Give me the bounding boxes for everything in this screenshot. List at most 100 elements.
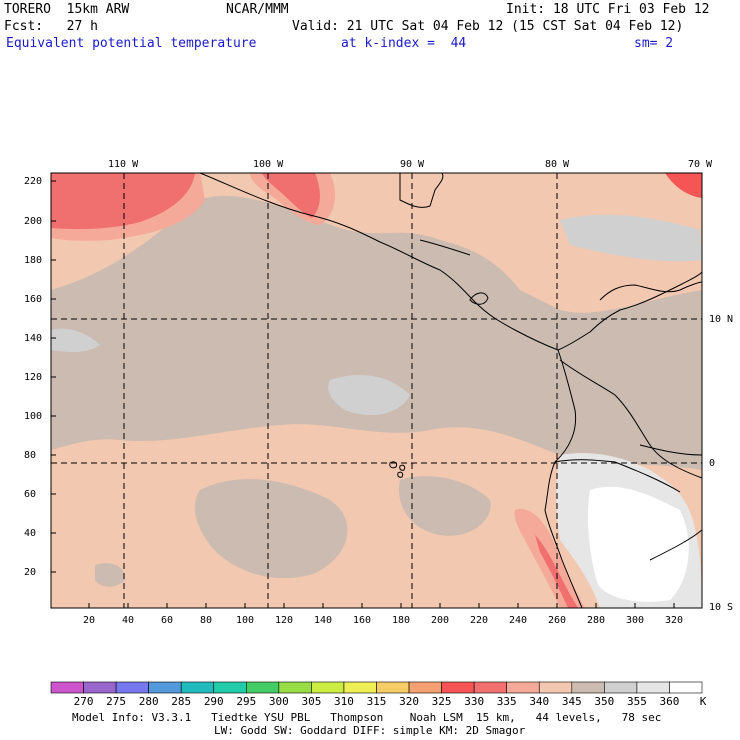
lon-label-100w: 100 W	[253, 159, 284, 170]
axis-ticks	[51, 180, 675, 608]
y-tick-180: 180	[24, 255, 43, 266]
field-patch-small	[95, 563, 125, 587]
y-tick-200: 200	[24, 216, 43, 227]
colorbar-swatch-8	[311, 681, 345, 694]
field-band-345	[51, 195, 702, 470]
x-tick-320: 320	[665, 615, 684, 626]
temperature-field	[51, 173, 702, 608]
x-tick-220: 220	[470, 615, 489, 626]
field-hot-mexico	[262, 173, 320, 218]
y-tick-20: 20	[24, 567, 37, 578]
colorbar-swatch-17	[604, 681, 638, 694]
field-andes-coldest	[587, 486, 689, 602]
colorbar-label-305: 305	[301, 695, 322, 708]
colorbar-label-340: 340	[529, 695, 550, 708]
field-patch-350-b	[51, 328, 100, 353]
colorbar-swatch-15	[538, 681, 573, 694]
colorbar-swatch-0	[50, 681, 84, 694]
x-tick-40: 40	[122, 615, 135, 626]
colorbar-label-360: 360	[659, 695, 680, 708]
coastlines	[199, 173, 702, 608]
lon-label-90w: 90 W	[400, 159, 425, 170]
colorbar-swatch-9	[343, 681, 377, 694]
colorbar-swatch-3	[148, 681, 182, 694]
y-tick-220: 220	[24, 176, 43, 187]
lat-label-10n: 10 N	[709, 314, 734, 325]
x-tick-180: 180	[392, 615, 411, 626]
coastline-caribbean	[599, 281, 702, 301]
galapagos-islands	[389, 461, 406, 478]
colorbar-label-345: 345	[561, 695, 582, 708]
x-tick-240: 240	[509, 615, 528, 626]
colorbar-swatch-2	[115, 681, 149, 694]
field-hot-nw	[51, 173, 195, 230]
colorbar-label-280: 280	[138, 695, 159, 708]
colorbar-label-285: 285	[171, 695, 192, 708]
colorbar-label-270: 270	[73, 695, 94, 708]
colorbar-label-315: 315	[366, 695, 387, 708]
colorbar-label-325: 325	[431, 695, 452, 708]
y-tick-60: 60	[24, 489, 37, 500]
field-patch-350-a	[328, 375, 410, 415]
x-tick-200: 200	[431, 615, 450, 626]
lon-label-70w: 70 W	[688, 159, 713, 170]
lat-label-10s: 10 S	[709, 602, 734, 613]
x-tick-80: 80	[200, 615, 213, 626]
border-colombia	[559, 359, 702, 479]
init-time: Init: 18 UTC Fri 03 Feb 12	[506, 2, 710, 17]
smoothing-label: sm= 2	[634, 36, 674, 51]
colorbar-swatch-5	[213, 681, 247, 694]
colorbar-swatch-14	[506, 681, 540, 694]
organization-label: NCAR/MMM	[226, 2, 289, 17]
colorbar-label-300: 300	[268, 695, 289, 708]
model-physics: LW: Godd SW: Goddard DIFF: simple KM: 2D…	[214, 724, 526, 737]
y-tick-120: 120	[24, 372, 43, 383]
field-patch-south	[194, 479, 348, 579]
colorbar-swatch-16	[571, 681, 605, 694]
y-tick-140: 140	[24, 333, 43, 344]
border-ecuador-peru	[554, 459, 681, 493]
x-tick-300: 300	[626, 615, 645, 626]
border-brazil	[639, 444, 702, 456]
x-tick-20: 20	[83, 615, 96, 626]
colorbar-label-330: 330	[464, 695, 485, 708]
border-central-america	[419, 239, 471, 256]
colorbar-label-320: 320	[399, 695, 419, 708]
x-tick-160: 160	[353, 615, 372, 626]
colorbar-swatch-4	[180, 681, 215, 694]
level-label: at k-index = 44	[341, 36, 467, 51]
valid-time: Valid: 21 UTC Sat 04 Feb 12 (15 CST Sat …	[292, 19, 684, 34]
lat-lon-grid	[51, 173, 702, 608]
coastline-central-america	[199, 173, 702, 351]
colorbar-label-335: 335	[496, 695, 517, 708]
colorbar-swatch-1	[83, 681, 117, 694]
colorbar-label-310: 310	[334, 695, 354, 708]
colorbar-label-350: 350	[594, 695, 615, 708]
x-tick-100: 100	[236, 615, 255, 626]
coastline-south-america-west	[544, 349, 583, 608]
colorbar-label-295: 295	[236, 695, 257, 708]
field-name: Equivalent potential temperature	[6, 36, 257, 51]
field-hot-peru	[535, 535, 578, 608]
colorbar	[50, 681, 703, 694]
field-patch-350-c	[560, 214, 702, 262]
lake-nicaragua	[469, 292, 489, 305]
coastline-yucatan	[399, 173, 444, 208]
forecast-hour: Fcst: 27 h	[4, 19, 98, 34]
x-tick-60: 60	[161, 615, 174, 626]
lon-label-80w: 80 W	[545, 159, 570, 170]
colorbar-swatch-12	[441, 681, 475, 694]
x-tick-280: 280	[587, 615, 606, 626]
colorbar-unit: K	[699, 695, 707, 708]
y-tick-100: 100	[24, 411, 43, 422]
colorbar-swatch-10	[376, 681, 410, 694]
x-tick-140: 140	[314, 615, 333, 626]
x-tick-120: 120	[275, 615, 294, 626]
colorbar-label-355: 355	[626, 695, 647, 708]
colorbar-label-290: 290	[203, 695, 224, 708]
colorbar-swatch-7	[278, 681, 312, 694]
lon-label-110w: 110 W	[108, 159, 139, 170]
y-tick-160: 160	[24, 294, 43, 305]
field-hot-ne	[665, 173, 702, 198]
